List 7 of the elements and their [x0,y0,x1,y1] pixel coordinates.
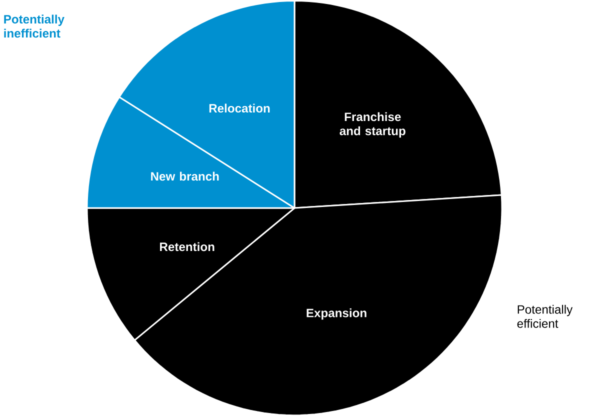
slice-label: Retention [160,242,214,252]
slice-label: Franchise and startup [340,112,406,138]
text: Potentially inefficient [4,14,64,38]
slice-label: Relocation [209,104,270,113]
text: Potentially efficient [517,304,573,328]
slice-label: Expansion [306,308,366,320]
slice-label: New branch [151,172,219,181]
